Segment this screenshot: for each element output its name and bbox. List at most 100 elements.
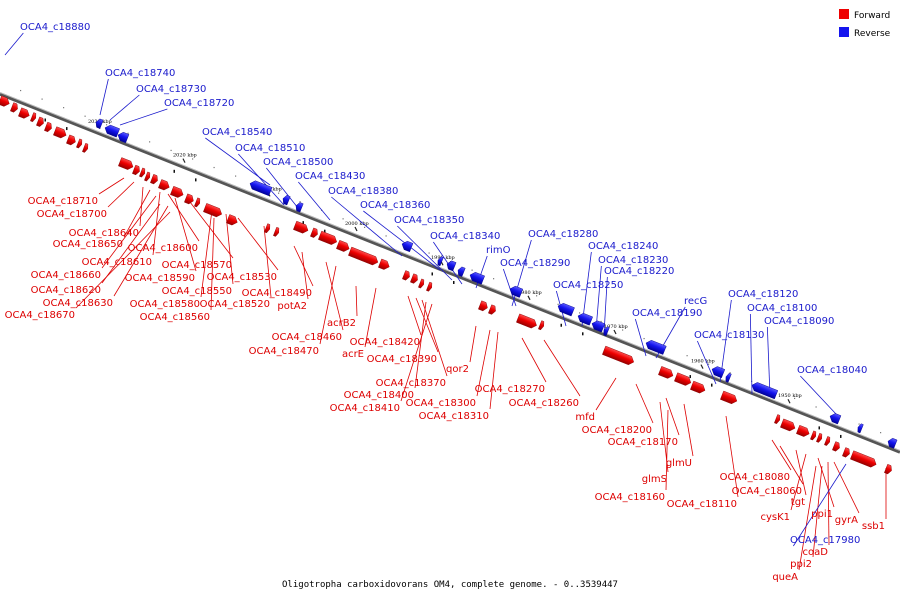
reverse-gene-label[interactable]: rimO	[486, 245, 511, 256]
reverse-gene-label[interactable]: OCA4_c18720	[164, 98, 234, 109]
forward-gene-label[interactable]: acrB2	[327, 318, 356, 329]
forward-gene-label[interactable]: OCA4_c18160	[595, 492, 665, 503]
reverse-gene-label[interactable]: OCA4_c18290	[500, 258, 570, 269]
reverse-gene-label[interactable]: OCA4_c18130	[694, 330, 764, 341]
reverse-gene-label[interactable]: OCA4_c18350	[394, 215, 464, 226]
forward-gene-label[interactable]: OCA4_c18110	[667, 499, 737, 510]
forward-gene-label[interactable]: OCA4_c18490	[242, 288, 312, 299]
chromosome-axis	[0, 92, 900, 454]
forward-gene-label[interactable]: queA	[772, 572, 798, 583]
forward-gene-label[interactable]: OCA4_c18560	[140, 312, 210, 323]
reverse-gene	[282, 195, 291, 206]
minor-tick	[299, 201, 301, 203]
reverse-gene-shape	[577, 312, 593, 326]
reverse-gene-label[interactable]: OCA4_c18190	[632, 308, 702, 319]
forward-gene-label[interactable]: qor2	[446, 364, 469, 375]
leader-line	[98, 177, 125, 195]
forward-gene-label[interactable]: OCA4_c18370	[376, 378, 446, 389]
forward-gene	[810, 430, 817, 441]
reverse-gene-label[interactable]: recG	[684, 296, 707, 307]
forward-gene-label[interactable]: OCA4_c18550	[162, 286, 232, 297]
reverse-gene-label[interactable]: OCA4_c18250	[553, 280, 623, 291]
reverse-gene-label[interactable]: OCA4_c18120	[728, 289, 798, 300]
reverse-gene-label[interactable]: OCA4_c18730	[136, 84, 206, 95]
forward-gene-label[interactable]: OCA4_c18610	[82, 257, 152, 268]
forward-gene-label[interactable]: OCA4_c18670	[5, 310, 75, 321]
forward-gene-label[interactable]: potA2	[277, 301, 307, 312]
leader-line	[696, 340, 717, 385]
reverse-gene-label[interactable]: OCA4_c18500	[263, 157, 333, 168]
forward-gene-label[interactable]: ssb1	[862, 521, 885, 532]
forward-gene-label[interactable]: OCA4_c18650	[53, 239, 123, 250]
forward-gene-label[interactable]: OCA4_c18570	[162, 260, 232, 271]
forward-gene-shape	[602, 345, 634, 366]
forward-gene-label[interactable]: OCA4_c18640	[69, 228, 139, 239]
forward-gene-label[interactable]: OCA4_c18420	[350, 337, 420, 348]
forward-gene-shape	[884, 463, 892, 475]
forward-gene-label[interactable]: OCA4_c18620	[31, 285, 101, 296]
forward-gene-label[interactable]: acrE	[342, 349, 364, 360]
forward-gene-label[interactable]: cysK1	[760, 512, 790, 523]
reverse-gene-label[interactable]: OCA4_c18100	[747, 303, 817, 314]
forward-gene-label[interactable]: OCA4_c18080	[720, 472, 790, 483]
reverse-gene-label[interactable]: OCA4_c18280	[528, 229, 598, 240]
forward-gene-label[interactable]: OCA4_c18170	[608, 437, 678, 448]
forward-gene-label[interactable]: OCA4_c18630	[43, 298, 113, 309]
forward-gene-label[interactable]: gyrA	[835, 515, 858, 526]
forward-gene-label[interactable]: OCA4_c18660	[31, 270, 101, 281]
tick-label: 2000 kbp	[345, 221, 369, 227]
forward-gene-label[interactable]: ppi1	[811, 509, 833, 520]
reverse-gene-label[interactable]: OCA4_c18540	[202, 127, 272, 138]
reverse-gene-label[interactable]: OCA4_c18090	[764, 316, 834, 327]
reverse-gene-label[interactable]: OCA4_c18220	[604, 266, 674, 277]
forward-gene-label[interactable]: OCA4_c18530	[207, 272, 277, 283]
forward-gene-shape	[832, 441, 840, 452]
forward-gene-label[interactable]: OCA4_c18260	[509, 398, 579, 409]
forward-gene-label[interactable]: tgt	[791, 497, 805, 508]
reverse-gene-label[interactable]: OCA4_c18360	[360, 200, 430, 211]
leader-line	[476, 329, 491, 397]
minor-tick	[44, 118, 46, 122]
forward-gene-label[interactable]: OCA4_c18300	[406, 398, 476, 409]
forward-gene-label[interactable]: OCA4_c18460	[272, 332, 342, 343]
reverse-gene-label[interactable]: OCA4_c18430	[295, 171, 365, 182]
forward-gene-label[interactable]: OCA4_c18600	[128, 243, 198, 254]
forward-gene-label[interactable]: OCA4_c18520	[200, 299, 270, 310]
forward-gene-label[interactable]: OCA4_c18590	[125, 273, 195, 284]
reverse-gene-shape	[887, 438, 898, 449]
forward-gene-label[interactable]: OCA4_c18200	[582, 425, 652, 436]
forward-gene-label[interactable]: glmS	[642, 474, 667, 485]
reverse-gene-label[interactable]: OCA4_c18380	[328, 186, 398, 197]
reverse-gene-label[interactable]: OCA4_c18230	[598, 255, 668, 266]
forward-gene-label[interactable]: glmU	[666, 458, 692, 469]
minor-tick	[127, 132, 129, 134]
reverse-gene-label[interactable]: OCA4_c18880	[20, 22, 90, 33]
reverse-gene-label[interactable]: OCA4_c18340	[430, 231, 500, 242]
forward-gene-label[interactable]: OCA4_c18710	[28, 196, 98, 207]
reverse-gene-shape	[457, 266, 466, 277]
reverse-gene-label[interactable]: OCA4_c18740	[105, 68, 175, 79]
forward-gene-label[interactable]: OCA4_c18700	[37, 209, 107, 220]
forward-gene-label[interactable]: mfd	[575, 412, 595, 423]
forward-gene-label[interactable]: OCA4_c18060	[732, 486, 802, 497]
forward-gene	[884, 463, 892, 475]
forward-gene-label[interactable]: OCA4_c18390	[367, 354, 437, 365]
minor-tick	[818, 426, 820, 430]
forward-gene-label[interactable]: ppi2	[790, 559, 812, 570]
figure-caption: Oligotropha carboxidovorans OM4, complet…	[282, 580, 618, 590]
forward-gene-label[interactable]: OCA4_c18410	[330, 403, 400, 414]
reverse-gene-label[interactable]: OCA4_c18510	[235, 143, 305, 154]
forward-gene-label[interactable]: OCA4_c18310	[419, 411, 489, 422]
reverse-gene-label[interactable]: OCA4_c18040	[797, 365, 867, 376]
forward-gene-label[interactable]: OCA4_c18400	[344, 390, 414, 401]
genes	[0, 95, 898, 475]
forward-gene-label[interactable]: coaD	[803, 547, 829, 558]
forward-gene-label[interactable]: OCA4_c18270	[475, 384, 545, 395]
reverse-gene-label[interactable]: OCA4_c17980	[790, 535, 860, 546]
forward-gene-label[interactable]: OCA4_c18580	[130, 299, 200, 310]
forward-gene	[720, 390, 738, 405]
reverse-gene-label[interactable]: OCA4_c18240	[588, 241, 658, 252]
forward-gene-shape	[170, 185, 184, 198]
minor-tick	[195, 178, 197, 182]
forward-gene-label[interactable]: OCA4_c18470	[249, 346, 319, 357]
